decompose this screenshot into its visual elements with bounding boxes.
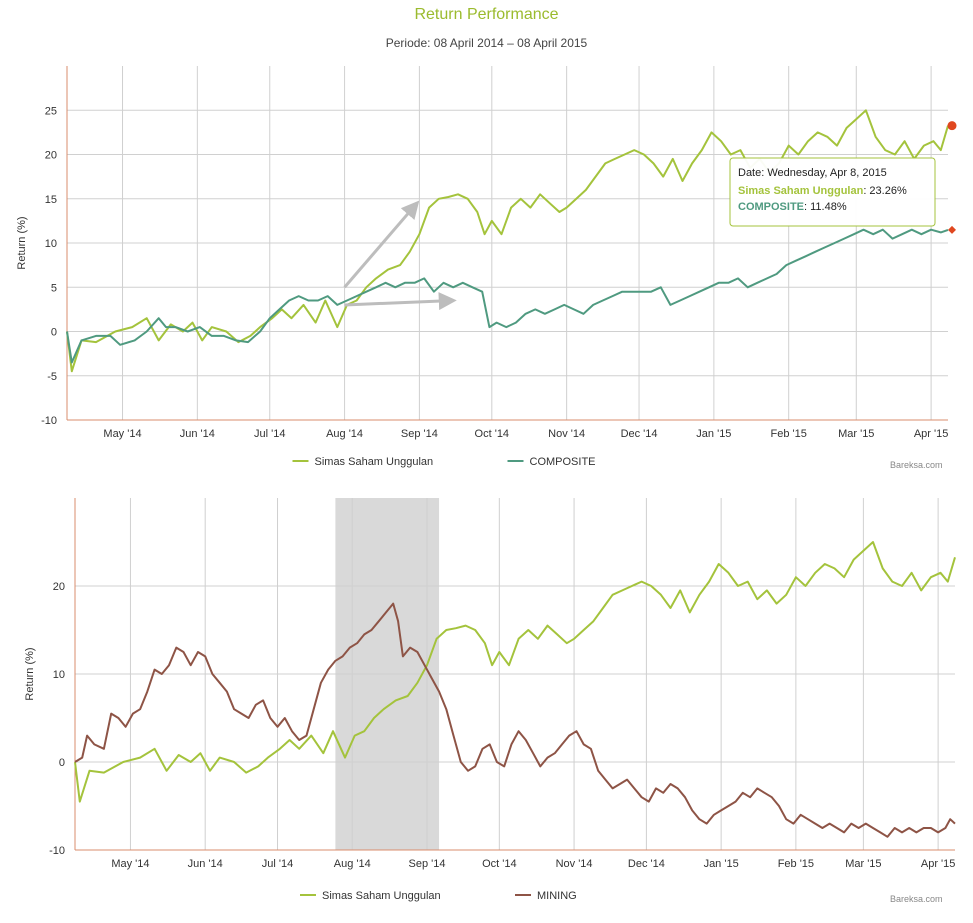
legend-label-mining: MINING (537, 890, 577, 902)
tooltip-series-name: Simas Saham Unggulan (738, 185, 864, 197)
y-tick-label: -10 (49, 845, 65, 857)
chart-title: Return Performance (414, 6, 559, 23)
tooltip-series-value: : 11.48% (804, 201, 847, 213)
y-tick-label: 20 (53, 581, 65, 593)
series-line-mining (74, 602, 956, 838)
x-tick-label: Aug '14 (326, 428, 363, 440)
x-tick-label: Feb '15 (778, 858, 814, 870)
legend-label-simas-saham-unggulan: Simas Saham Unggulan (315, 456, 434, 468)
tooltip-series-value: : 23.26% (863, 185, 907, 197)
credit-bottom: Bareksa.com (890, 894, 943, 904)
tooltip: Date: Wednesday, Apr 8, 2015 Simas Saham … (729, 157, 936, 227)
x-tick-label: Nov '14 (556, 858, 593, 870)
y-tick-label: -5 (47, 371, 57, 383)
y-axis-label: Return (%) (24, 647, 36, 700)
end-marker-simas-saham-unggulan (947, 121, 957, 131)
tooltip-row-simas-saham-unggulan: Simas Saham Unggulan: 23.26% (738, 185, 907, 197)
x-tick-label: Jun '14 (188, 858, 223, 870)
x-tick-label: Feb '15 (771, 428, 807, 440)
y-tick-label: 0 (51, 327, 57, 339)
x-tick-label: Aug '14 (334, 858, 371, 870)
trend-arrow-composite (344, 292, 457, 311)
return-chart-mining: -10 0 10 20 May '14 Jun '14 Jul '14 Aug '14 Sep … (24, 498, 956, 902)
x-tick-label: Dec '14 (621, 428, 658, 440)
x-tick-label: Dec '14 (628, 858, 665, 870)
tooltip-row-composite: COMPOSITE: 11.48% (738, 201, 847, 213)
chart-subtitle: Periode: 08 April 2014 – 08 April 2015 (385, 36, 588, 50)
series-line-simas-saham-unggulan (66, 109, 949, 373)
x-tick-label: Jul '14 (254, 428, 285, 440)
x-tick-label: Mar '15 (845, 858, 881, 870)
x-tick-label: Jul '14 (262, 858, 293, 870)
tooltip-box (729, 157, 936, 227)
end-marker-composite (948, 225, 956, 234)
legend-label-composite: COMPOSITE (530, 456, 596, 468)
return-chart-composite: -10 -5 0 5 10 15 20 25 May '14 Jun '14 Jul '14 Aug … (16, 66, 957, 468)
y-axis-label: Return (%) (16, 216, 28, 269)
x-tick-label: Apr '15 (914, 428, 949, 440)
x-tick-label: May '14 (111, 858, 149, 870)
tooltip-date: Date: Wednesday, Apr 8, 2015 (738, 167, 887, 179)
y-tick-label: 15 (45, 194, 57, 206)
x-tick-label: Oct '14 (475, 428, 510, 440)
x-tick-label: May '14 (103, 428, 141, 440)
credit-top: Bareksa.com (890, 460, 943, 470)
series-line-simas-saham-unggulan (74, 541, 956, 803)
legend-label-simas-saham-unggulan: Simas Saham Unggulan (322, 890, 441, 902)
y-tick-label: 10 (53, 669, 65, 681)
y-tick-label: 10 (45, 238, 57, 250)
x-tick-label: Oct '14 (482, 858, 517, 870)
x-tick-label: Apr '15 (921, 858, 956, 870)
x-tick-label: Sep '14 (409, 858, 446, 870)
y-tick-label: -10 (41, 415, 57, 427)
x-tick-label: Mar '15 (838, 428, 874, 440)
x-tick-label: Sep '14 (401, 428, 438, 440)
tooltip-series-name: COMPOSITE (738, 201, 804, 213)
y-tick-label: 25 (45, 105, 57, 117)
trend-arrow-simas-saham-unggulan (343, 200, 420, 289)
x-tick-label: Nov '14 (548, 428, 585, 440)
series-line-composite (66, 228, 949, 364)
x-tick-label: Jan '15 (704, 858, 739, 870)
x-tick-label: Jan '15 (696, 428, 731, 440)
y-tick-label: 0 (59, 757, 65, 769)
y-tick-label: 5 (51, 282, 57, 294)
x-tick-label: Jun '14 (180, 428, 215, 440)
y-tick-label: 20 (45, 150, 57, 162)
